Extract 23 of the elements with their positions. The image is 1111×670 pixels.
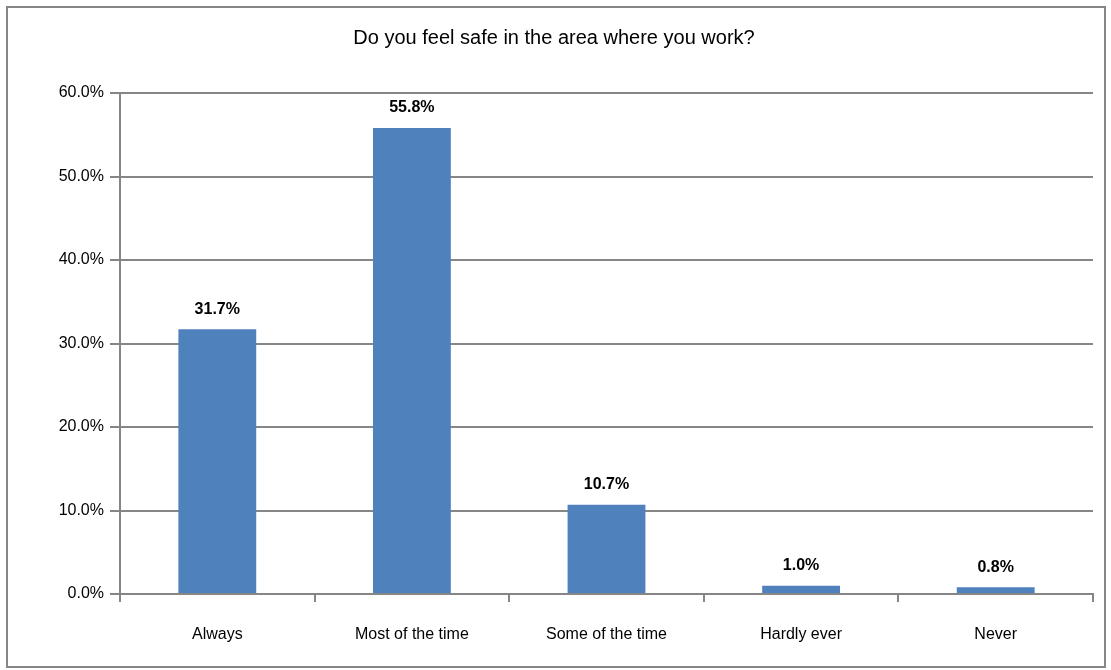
bar — [762, 585, 841, 593]
y-tick-label: 0.0% — [67, 584, 104, 602]
x-tick-label: Always — [191, 625, 243, 643]
y-tick-label: 30.0% — [58, 333, 104, 351]
x-tick-label: Most of the time — [354, 625, 469, 643]
y-tick-label: 40.0% — [58, 250, 104, 268]
x-tick-label: Some of the time — [546, 625, 668, 643]
bar — [567, 504, 646, 593]
y-tick-label: 10.0% — [58, 500, 104, 518]
y-tick-label: 20.0% — [58, 417, 104, 435]
data-label: 1.0% — [782, 556, 820, 574]
x-tick-label: Hardly ever — [760, 625, 843, 643]
y-tick-label: 60.0% — [58, 83, 104, 101]
data-label: 0.8% — [977, 557, 1014, 575]
bar — [956, 587, 1035, 593]
y-tick-label: 50.0% — [58, 166, 104, 184]
chart-title: Do you feel safe in the area where you work? — [353, 25, 755, 48]
x-tick-label: Never — [974, 625, 1018, 643]
bar — [178, 329, 257, 593]
data-label: 31.7% — [194, 299, 240, 317]
bar — [372, 128, 451, 593]
data-label: 55.8% — [389, 98, 435, 116]
data-label: 10.7% — [583, 475, 630, 493]
